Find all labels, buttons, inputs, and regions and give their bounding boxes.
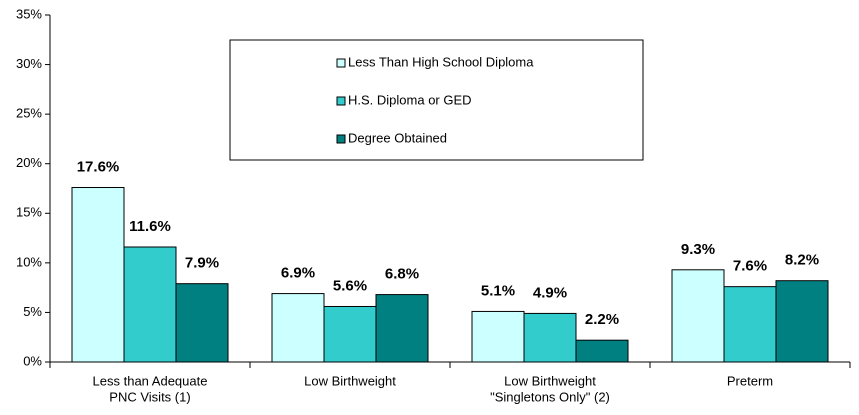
value-label: 9.3% [681,241,715,258]
bar [175,283,229,363]
bar [323,305,377,363]
x-tick-label: PNC Visits (1) [109,389,190,404]
y-tick-label: 20% [16,155,42,170]
legend-label: Degree Obtained [348,130,447,145]
legend-box [229,39,644,161]
value-label: 6.9% [281,265,315,282]
bar [775,280,829,363]
bar [723,286,777,363]
x-tick-label: Less than Adequate [93,373,208,388]
legend-swatch [336,134,346,144]
y-tick-label: 35% [16,6,42,21]
bar [671,269,725,363]
value-label: 7.6% [733,258,767,275]
legend-label: H.S. Diploma or GED [348,92,472,107]
legend-swatch [336,58,346,68]
value-label: 6.8% [385,266,419,283]
value-label: 2.2% [585,311,619,328]
y-tick-label: 15% [16,205,42,220]
bar [471,310,525,363]
legend-label: Less Than High School Diploma [348,54,534,69]
bar [271,293,325,363]
y-tick-label: 30% [16,56,42,71]
value-label: 17.6% [77,158,120,175]
bar [123,246,177,363]
value-label: 8.2% [785,252,819,269]
y-tick-label: 25% [16,106,42,121]
bar [71,187,125,363]
bar [375,294,429,363]
x-tick-label: Preterm [727,373,773,388]
y-tick-label: 5% [23,304,42,319]
bar [575,339,629,363]
bar [523,312,577,363]
y-tick-label: 0% [23,353,42,368]
value-label: 4.9% [533,284,567,301]
y-tick-label: 10% [16,254,42,269]
x-tick-label: "Singletons Only" (2) [490,389,610,404]
value-label: 7.9% [185,255,219,272]
legend-swatch [336,96,346,106]
value-label: 5.6% [333,277,367,294]
x-tick-label: Low Birthweight [504,373,596,388]
x-tick-label: Low Birthweight [304,373,396,388]
value-label: 11.6% [129,218,171,235]
value-label: 5.1% [481,282,515,299]
